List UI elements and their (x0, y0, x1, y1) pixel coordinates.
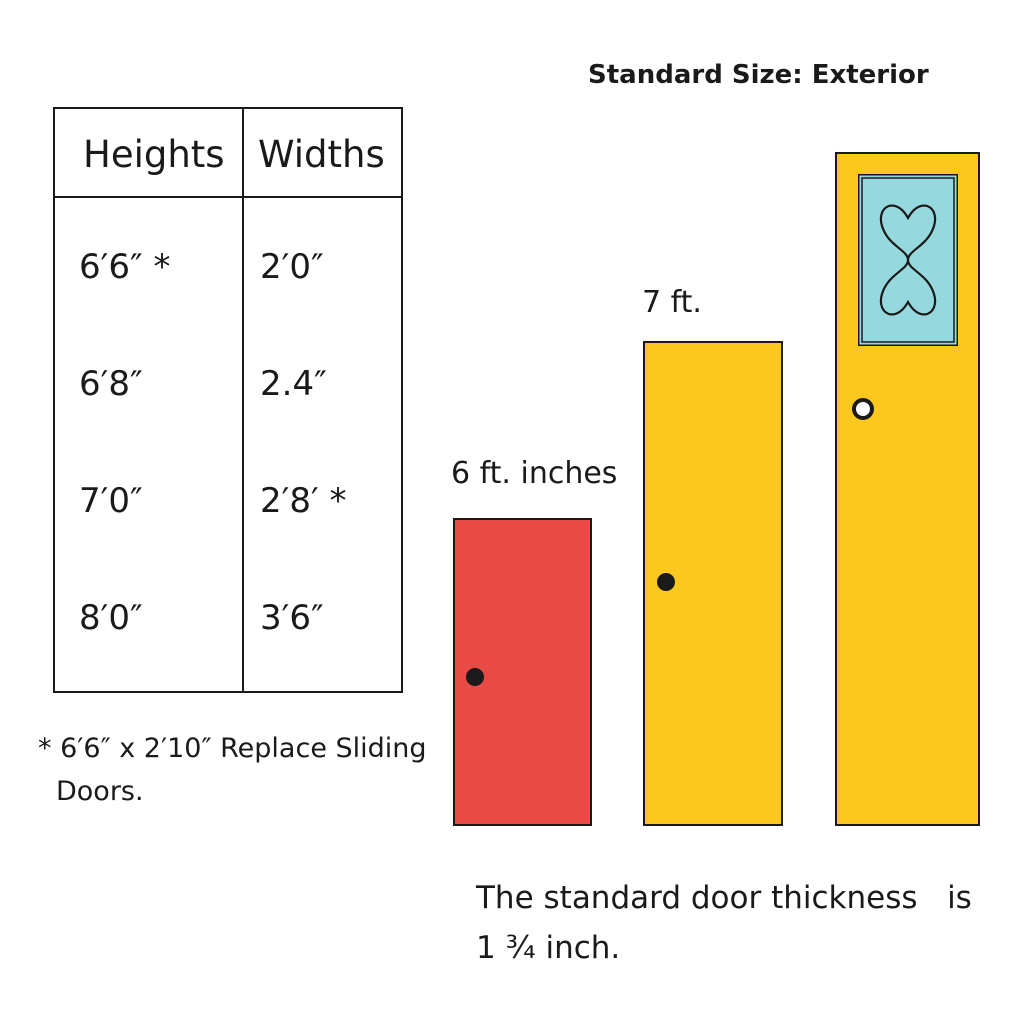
thickness-note: The standard door thickness is 1 ¾ inch. (476, 873, 996, 973)
width-cell: 2′0″ (260, 247, 324, 287)
diagram-title: Standard Size: Exterior (588, 60, 929, 90)
door-label-red: 6 ft. inches (451, 456, 618, 491)
footnote: * 6′6″ x 2′10″ Replace Sliding Doors. (38, 727, 458, 813)
height-cell: 8′0″ (79, 598, 143, 638)
column-divider (242, 109, 244, 691)
red-door (453, 518, 592, 826)
thickness-line: 1 ¾ inch. (476, 930, 621, 966)
door-knob-icon (657, 573, 675, 591)
yellow-door (643, 341, 783, 826)
glass-panel-door (835, 152, 980, 826)
header-widths: Widths (258, 133, 385, 176)
door-knob-icon (466, 668, 484, 686)
size-table: Heights Widths 6′6″ * 2′0″ 6′8″ 2.4″ 7′0… (53, 107, 403, 693)
header-divider (55, 196, 401, 198)
header-heights: Heights (83, 133, 225, 176)
thickness-line: The standard door thickness is (476, 880, 972, 916)
door-label-yellow: 7 ft. (642, 285, 702, 320)
door-knob-icon (852, 398, 874, 420)
footnote-line: Doors. (56, 776, 144, 807)
width-cell: 3′6″ (260, 598, 324, 638)
width-cell: 2′8′ * (260, 481, 347, 521)
width-cell: 2.4″ (260, 364, 327, 404)
heart-scroll-ornament-icon (858, 174, 958, 346)
height-cell: 6′6″ * (79, 247, 171, 287)
height-cell: 6′8″ (79, 364, 143, 404)
height-cell: 7′0″ (79, 481, 143, 521)
footnote-line: * 6′6″ x 2′10″ Replace Sliding (38, 733, 427, 764)
